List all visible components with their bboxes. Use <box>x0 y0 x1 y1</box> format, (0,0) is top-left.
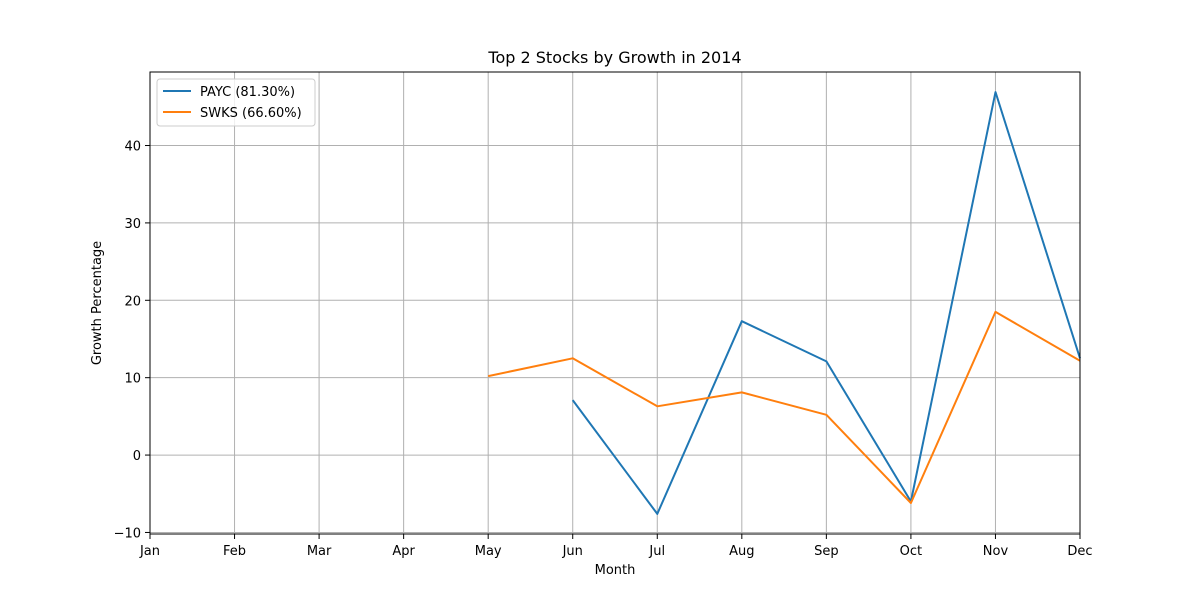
series-line-payc <box>571 91 1081 515</box>
chart-title: Top 2 Stocks by Growth in 2014 <box>487 48 741 67</box>
x-tick-label-jul: Jul <box>648 544 665 559</box>
plot-area-frame <box>149 71 1081 535</box>
x-tick-label-nov: Nov <box>983 544 1009 559</box>
legend-box <box>156 78 316 127</box>
x-tick-label-may: May <box>475 544 502 559</box>
y-tick-label-0: 0 <box>133 449 141 464</box>
x-axis-ticks: Jan Feb Mar Apr May Jun Jul Aug Sep Oct Nov Dec <box>139 534 1093 559</box>
x-tick-label-dec: Dec <box>1067 544 1092 559</box>
y-tick-label-30: 30 <box>124 217 141 232</box>
legend: PAYC (81.30%) SWKS (66.60%) <box>156 78 316 127</box>
y-tick-label-40: 40 <box>124 140 141 155</box>
legend-label-payc: PAYC (81.30%) <box>200 85 295 100</box>
x-tick-label-sep: Sep <box>814 544 839 559</box>
series-line-swks <box>487 310 1081 504</box>
x-tick-label-oct: Oct <box>900 544 922 559</box>
x-tick-label-aug: Aug <box>729 544 754 559</box>
y-tick-label-neg10: −10 <box>114 526 141 541</box>
x-tick-label-mar: Mar <box>307 544 332 559</box>
y-tick-label-20: 20 <box>124 294 141 309</box>
x-tick-label-jan: Jan <box>139 544 160 559</box>
y-axis-ticks: −10 0 10 20 30 40 <box>114 140 150 541</box>
x-axis-label: Month <box>595 563 636 578</box>
y-axis-label: Growth Percentage <box>90 241 105 365</box>
legend-label-swks: SWKS (66.60%) <box>200 106 302 121</box>
grid-lines <box>149 72 1081 534</box>
x-tick-label-jun: Jun <box>562 544 583 559</box>
y-tick-label-10: 10 <box>124 372 141 387</box>
x-tick-label-apr: Apr <box>392 544 415 559</box>
x-tick-label-feb: Feb <box>223 544 246 559</box>
series-lines <box>487 91 1081 515</box>
